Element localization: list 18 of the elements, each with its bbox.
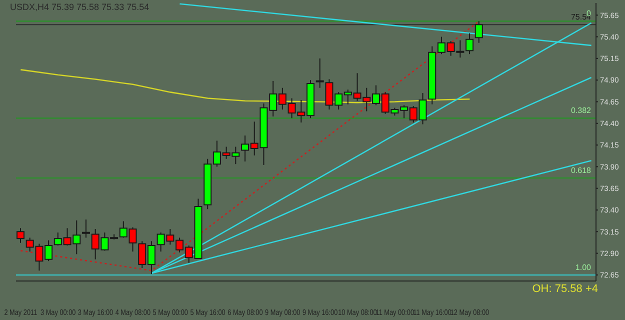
x-tick-label: 2 May 2011: [4, 307, 38, 318]
x-tick-label: 11 May 00:00: [376, 307, 414, 318]
x-tick-label: 4 May 08:00: [115, 307, 151, 318]
x-tick-label: 9 May 16:00: [302, 307, 338, 318]
chart-title: USDX,H4 75.39 75.58 75.33 75.54: [10, 2, 150, 12]
annotation: 0.618: [570, 166, 592, 175]
x-tick-label: 11 May 16:00: [413, 307, 452, 318]
x-tick-label: 3 May 16:00: [78, 307, 114, 318]
x-tick-label: 3 May 00:00: [40, 307, 76, 318]
x-tick-label: 6 May 08:00: [228, 307, 263, 318]
annotation: 0.382: [570, 106, 592, 116]
x-tick-label: 5 May 00:00: [152, 307, 188, 318]
x-tick-label: 9 May 08:00: [265, 307, 300, 318]
annotation: 1.00: [575, 262, 592, 272]
x-tick-label: 12 May 08:00: [450, 307, 490, 318]
x-tick-label: 5 May 16:00: [190, 307, 226, 318]
x-tick-label: 10 May 08:00: [338, 307, 377, 318]
text: OH: 75.58 +4: [532, 283, 598, 295]
